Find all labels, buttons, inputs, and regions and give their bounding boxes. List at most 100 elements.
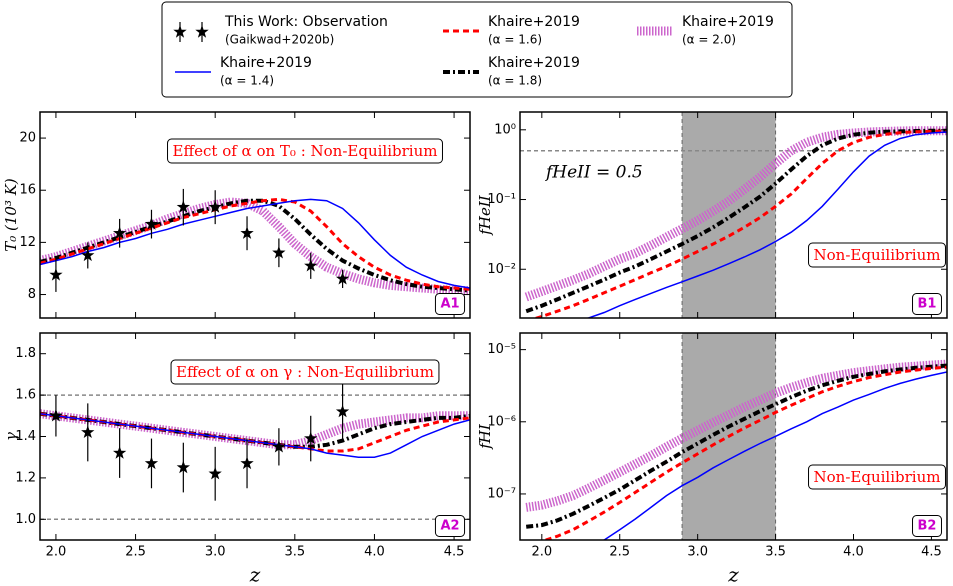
observation-star xyxy=(208,200,222,213)
y-axis-label: γ xyxy=(2,432,20,441)
annotation: Non-Equilibrium xyxy=(814,246,941,264)
text-box xyxy=(808,242,946,268)
plot-area xyxy=(40,382,470,521)
observation-star xyxy=(81,248,95,262)
axes-frame xyxy=(519,111,948,319)
observation-star xyxy=(144,456,159,470)
y-tick-label: 10⁻² xyxy=(487,262,516,277)
y-tick-label: 20 xyxy=(19,131,36,146)
y-tick-label: 1.4 xyxy=(15,429,36,444)
observation-star xyxy=(240,226,254,239)
y-tick-label: 1.8 xyxy=(15,346,36,361)
panel-label: A2 xyxy=(440,519,459,534)
observation-star xyxy=(176,200,190,213)
observation-star xyxy=(304,431,318,445)
text-box xyxy=(912,515,942,537)
x-tick-label: 3.5 xyxy=(284,545,305,560)
series-line xyxy=(40,412,470,458)
legend-sublabel: (α = 1.8) xyxy=(488,74,542,88)
legend-label: Khaire+2019 xyxy=(488,14,580,30)
legend-sublabel: (Gaikwad+2020b) xyxy=(225,33,334,47)
y-axis-label: T₀ (10³ K) xyxy=(2,178,20,252)
text-box xyxy=(808,464,946,490)
observation-star xyxy=(81,425,95,438)
series-line xyxy=(525,128,947,314)
y-tick-label: 1.2 xyxy=(15,470,36,485)
annotation: Effect of α on γ : Non-Equilibrium xyxy=(176,363,434,381)
text-box xyxy=(912,293,942,315)
legend-sublabel: (α = 2.0) xyxy=(682,33,736,47)
observation-star xyxy=(335,404,350,418)
x-tick-label: 4.5 xyxy=(444,545,465,560)
shaded-region xyxy=(681,112,777,318)
observation-star xyxy=(144,217,159,230)
y-tick-label: 10⁰ xyxy=(494,122,516,137)
legend-label: This Work: Observation xyxy=(224,14,388,30)
series-line xyxy=(525,363,947,529)
observation-star xyxy=(113,446,127,459)
series-line xyxy=(541,365,947,540)
y-tick-label: 10⁻⁶ xyxy=(487,414,516,429)
text-box xyxy=(170,359,440,385)
y-axis-label: fHeII xyxy=(476,194,494,235)
x-axis-label: z xyxy=(727,563,739,586)
y-tick-label: 12 xyxy=(19,235,36,250)
note-text: fHeII = 0.5 xyxy=(544,162,643,182)
x-tick-label: 2.0 xyxy=(46,545,67,560)
observation-star xyxy=(176,460,190,474)
series-line xyxy=(40,198,470,293)
plot-area xyxy=(520,112,947,318)
series-line xyxy=(531,129,947,318)
series-line xyxy=(40,197,470,296)
observation-star xyxy=(272,439,286,453)
y-tick-label: 10⁻⁵ xyxy=(487,342,516,357)
y-tick-label: 1.6 xyxy=(15,388,36,403)
plot-area xyxy=(525,333,947,540)
observation-star xyxy=(335,271,350,285)
y-tick-label: 1.0 xyxy=(15,512,36,527)
annotation: Effect of α on T₀ : Non-Equilibrium xyxy=(173,142,438,160)
series-line xyxy=(524,126,947,302)
panel-label: B1 xyxy=(918,297,937,312)
x-tick-label: 2.0 xyxy=(531,545,552,560)
text-box xyxy=(167,138,443,164)
legend-sublabel: (α = 1.6) xyxy=(488,33,542,47)
panel-label: B2 xyxy=(918,519,937,534)
y-tick-label: 8 xyxy=(28,287,36,302)
x-tick-label: 3.5 xyxy=(765,545,786,560)
x-tick-label: 4.5 xyxy=(921,545,942,560)
observation-star xyxy=(208,466,222,480)
series-line xyxy=(40,197,470,291)
series-line xyxy=(40,198,470,289)
x-tick-label: 2.5 xyxy=(125,545,146,560)
series-line xyxy=(584,131,947,318)
legend-label: Khaire+2019 xyxy=(682,14,774,30)
axes-frame xyxy=(519,332,948,541)
observation-star xyxy=(49,408,63,422)
y-axis-label: fHI xyxy=(476,423,494,450)
x-tick-label: 2.5 xyxy=(609,545,630,560)
legend-star xyxy=(173,25,187,38)
observation-star xyxy=(113,226,127,239)
axes-frame xyxy=(39,111,471,319)
text-box xyxy=(434,293,466,315)
series-line xyxy=(601,371,947,540)
x-axis-label: z xyxy=(249,563,261,586)
annotation: Non-Equilibrium xyxy=(814,468,941,486)
observation-star xyxy=(304,258,318,272)
legend-label: Khaire+2019 xyxy=(488,55,580,71)
x-tick-label: 4.0 xyxy=(364,545,385,560)
y-tick-label: 10⁻⁷ xyxy=(487,486,516,501)
x-tick-label: 3.0 xyxy=(205,545,226,560)
text-box xyxy=(434,515,466,537)
observation-star xyxy=(272,245,286,259)
panel-label: A1 xyxy=(440,297,459,312)
legend-label: Khaire+2019 xyxy=(220,55,312,71)
legend-box xyxy=(161,1,793,98)
y-tick-label: 10⁻¹ xyxy=(487,192,516,207)
legend-star xyxy=(195,25,209,38)
x-tick-label: 3.0 xyxy=(687,545,708,560)
x-tick-label: 4.0 xyxy=(843,545,864,560)
y-tick-label: 16 xyxy=(19,183,36,198)
